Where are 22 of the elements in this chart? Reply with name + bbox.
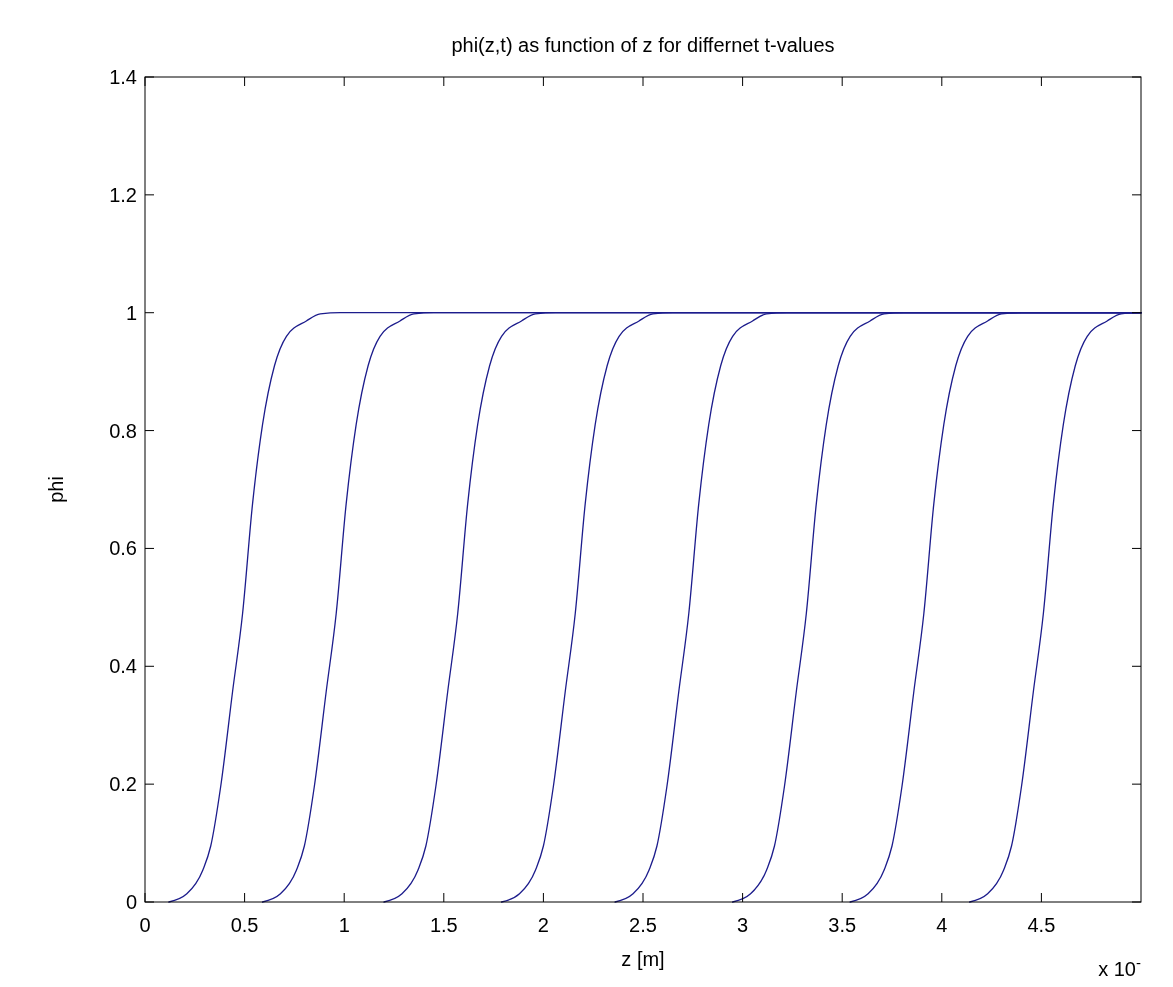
x-tick-label: 0.5 [230,914,259,936]
x-tick-label: 0 [139,914,151,936]
y-tick-label: 1 [125,301,137,324]
text: x 10$^{-}$ [1098,953,1141,980]
x-tick-label: 3 [737,914,749,936]
y-tick-label: 0.2 [109,773,137,796]
x-axis-title: z [m] [621,948,665,970]
y-tick-label: 1.2 [109,183,137,206]
y-tick-label: 0.6 [109,537,137,560]
x-tick-label: 2 [537,914,549,936]
x-tick-label: 2.5 [629,914,657,936]
y-tick-label: 0 [125,891,137,913]
y-tick-label: 0.8 [109,419,137,442]
y-tick-label: 0.4 [109,655,137,678]
y-tick-label: 1.4 [109,66,137,88]
x-tick-label: 4.5 [1027,914,1056,936]
x-tick-label: 1.5 [429,914,458,936]
x-tick-label: 3.5 [828,914,857,936]
chart-title: phi(z,t) as function of z for differnet t-values [451,34,835,56]
x-tick-label: 4 [936,914,948,936]
x-tick-label: 1 [338,914,350,936]
y-axis-title: phi [45,476,67,503]
